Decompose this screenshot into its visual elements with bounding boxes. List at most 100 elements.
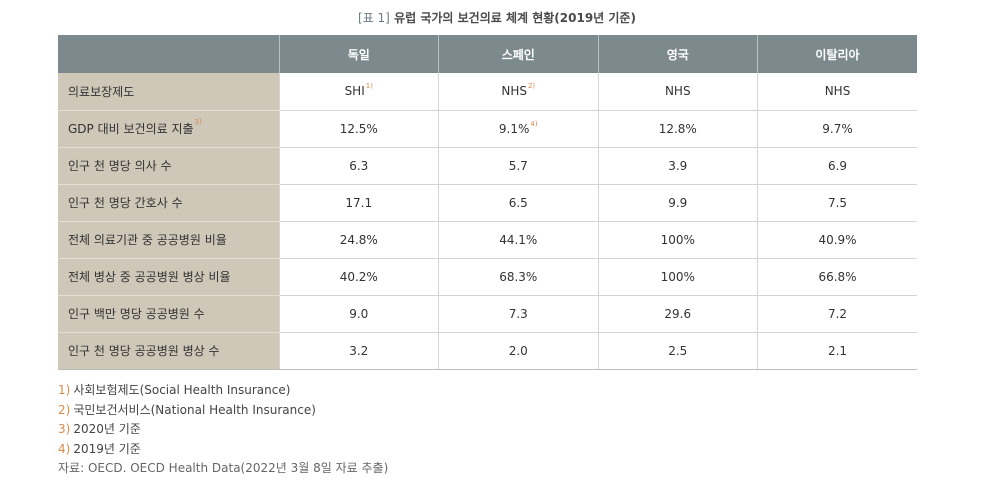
cell-value: 7.3 — [508, 306, 528, 321]
table-cell: NHS — [597, 73, 758, 111]
footnote-2: 2) 국민보건서비스(National Health Insurance) — [58, 401, 388, 421]
cell-value: 6.3 — [349, 158, 369, 173]
footnote-number: 1) — [58, 383, 71, 397]
table-cell: 40.2% — [278, 258, 439, 296]
table-cell: 5.7 — [438, 147, 598, 185]
table-cell: 3.9 — [597, 147, 758, 185]
table-row: GDP 대비 보건의료 지출3) 12.5% 9.1%4) 12.8% 9.7% — [58, 110, 917, 148]
footnote-1: 1) 사회보험제도(Social Health Insurance) — [58, 381, 388, 401]
table-cell: 40.9% — [757, 221, 917, 259]
footnotes: 1) 사회보험제도(Social Health Insurance) 2) 국민보건… — [58, 381, 388, 479]
row-label: 인구 백만 명당 공공병원 수 — [68, 307, 205, 321]
table-cell: 9.7% — [757, 110, 917, 148]
cell-value: SHI — [344, 84, 365, 99]
table-cell: 6.3 — [278, 147, 439, 185]
caption-tag: [표 1] — [358, 11, 390, 25]
footnote-number: 2) — [58, 402, 71, 417]
cell-value: 9.7% — [822, 121, 853, 136]
table-row: 인구 천 명당 공공병원 병상 수 3.2 2.0 2.5 2.1 — [58, 332, 917, 370]
cell-value: 44.1% — [499, 232, 538, 247]
table-cell: 100% — [597, 258, 758, 296]
footnote-ref: 1) — [365, 82, 373, 91]
table-cell: 3.2 — [278, 332, 439, 370]
table-cell: 24.8% — [278, 221, 439, 259]
table-cell: 2.0 — [438, 332, 598, 370]
table-body: 의료보장제도 SHI1) NHS2) NHS NHS GDP 대비 보건의료 지출3) 12… — [58, 73, 917, 370]
table-cell: 100% — [597, 221, 758, 259]
table-cell: 12.8% — [597, 110, 758, 148]
table-cell: 9.9 — [597, 184, 758, 222]
row-label: 인구 천 명당 의사 수 — [68, 159, 172, 173]
row-label-cell: 전체 병상 중 공공병원 병상 비율 — [58, 258, 279, 296]
cell-value: 12.8% — [658, 121, 697, 136]
cell-value: NHS — [824, 84, 851, 99]
cell-value: 40.2% — [339, 269, 378, 284]
footnote-ref: 2) — [527, 82, 536, 91]
table-row: 인구 백만 명당 공공병원 수 9.0 7.3 29.6 7.2 — [58, 295, 917, 333]
caption-title: 유럽 국가의 보건의료 체계 현황(2019년 기준) — [394, 11, 636, 25]
cell-value: 6.9 — [827, 158, 848, 173]
table-caption: [표 1] 유럽 국가의 보건의료 체계 현황(2019년 기준) — [0, 9, 994, 26]
row-label-cell: 인구 천 명당 공공병원 병상 수 — [58, 332, 279, 370]
table-cell: 6.9 — [757, 147, 917, 185]
row-label: 전체 병상 중 공공병원 병상 비율 — [68, 270, 231, 284]
row-label: 의료보장제도 — [68, 84, 135, 99]
cell-value: 3.9 — [668, 158, 688, 173]
health-system-table: 독일 스페인 영국 이탈리아 의료보장제도 SHI1) NHS2) NHS NHS GDP… — [58, 35, 917, 370]
footnote-text: 국민보건서비스(National Health Insurance) — [73, 402, 316, 417]
table-cell: 17.1 — [278, 184, 439, 222]
cell-value: NHS — [501, 84, 527, 99]
row-label-cell: 전체 의료기관 중 공공병원 비율 — [58, 221, 279, 259]
cell-value: 100% — [660, 232, 695, 247]
table-row: 의료보장제도 SHI1) NHS2) NHS NHS — [58, 73, 917, 111]
footnote-3: 3) 2020년 기준 — [58, 420, 388, 440]
footnote-text: 사회보험제도(Social Health Insurance) — [73, 383, 291, 397]
row-label: GDP 대비 보건의료 지출 — [68, 122, 194, 136]
cell-value: 6.5 — [508, 195, 528, 210]
table-cell: 9.0 — [278, 295, 439, 333]
table-row: 전체 의료기관 중 공공병원 비율 24.8% 44.1% 100% 40.9% — [58, 221, 917, 259]
row-label-cell: 인구 백만 명당 공공병원 수 — [58, 295, 279, 333]
table-row: 전체 병상 중 공공병원 병상 비율 40.2% 68.3% 100% 66.8% — [58, 258, 917, 296]
table-cell: NHS — [757, 73, 917, 111]
cell-value: 24.8% — [339, 232, 378, 247]
footnote-text: 2020년 기준 — [73, 422, 141, 436]
table-cell: 44.1% — [438, 221, 598, 259]
row-label-cell: 인구 천 명당 간호사 수 — [58, 184, 279, 222]
source-note: 자료: OECD. OECD Health Data(2022년 3월 8일 자… — [58, 461, 389, 475]
table-cell: SHI1) — [278, 73, 439, 111]
column-header-uk: 영국 — [598, 35, 758, 73]
table-cell: 7.5 — [757, 184, 917, 222]
row-label-cell: 의료보장제도 — [58, 73, 279, 111]
table-cell: 6.5 — [438, 184, 598, 222]
cell-value: 29.6 — [664, 306, 692, 321]
table-header-row: 독일 스페인 영국 이탈리아 — [58, 35, 917, 73]
cell-value: 2.5 — [668, 343, 688, 358]
footnote-4: 4) 2019년 기준 — [58, 440, 388, 460]
row-label: 전체 의료기관 중 공공병원 비율 — [68, 233, 227, 247]
header-corner-cell — [58, 35, 280, 73]
table-row: 인구 천 명당 간호사 수 17.1 6.5 9.9 7.5 — [58, 184, 917, 222]
cell-value: 7.2 — [827, 306, 848, 321]
cell-value: NHS — [664, 84, 691, 99]
footnote-number: 4) — [58, 441, 71, 456]
cell-value: 40.9% — [818, 232, 857, 247]
cell-value: 9.1% — [498, 121, 530, 136]
table-cell: 2.1 — [757, 332, 917, 370]
row-label: 인구 천 명당 간호사 수 — [68, 196, 183, 210]
cell-value: 9.9 — [668, 195, 688, 210]
cell-value: 3.2 — [349, 343, 369, 358]
table-cell: 66.8% — [757, 258, 917, 296]
table-cell: NHS2) — [438, 73, 598, 111]
table-cell: 7.2 — [757, 295, 917, 333]
cell-value: 2.1 — [827, 343, 848, 358]
cell-value: 66.8% — [818, 269, 857, 284]
column-header-italy: 이탈리아 — [757, 35, 917, 73]
cell-value: 5.7 — [508, 158, 528, 173]
cell-value: 68.3% — [499, 269, 538, 284]
column-header-spain: 스페인 — [438, 35, 599, 73]
cell-value: 12.5% — [339, 121, 378, 136]
footnote-ref: 4) — [530, 119, 538, 128]
table-row: 인구 천 명당 의사 수 6.3 5.7 3.9 6.9 — [58, 147, 917, 185]
